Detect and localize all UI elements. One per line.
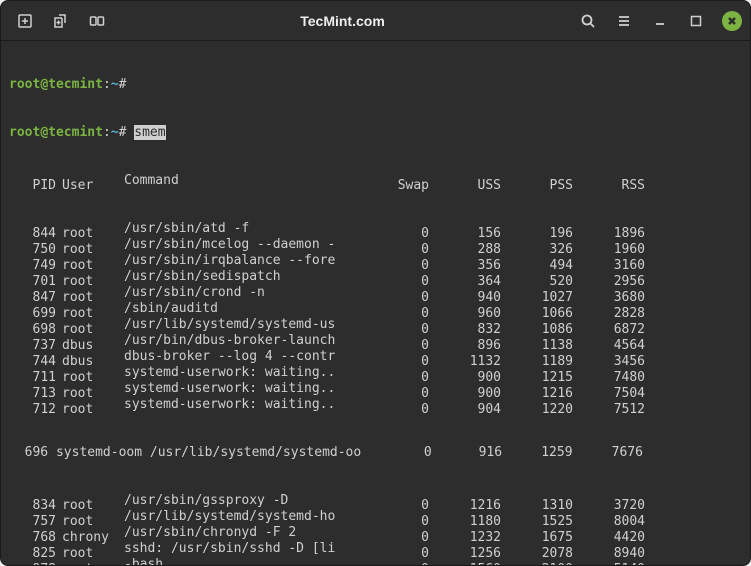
cell-pss: 1220: [501, 402, 573, 418]
cell-command: /usr/sbin/crond -n: [124, 285, 369, 301]
table-row: 757root/usr/lib/systemd/systemd-ho011801…: [9, 509, 742, 525]
titlebar: TecMint.com: [1, 1, 750, 41]
table-row: 750root/usr/sbin/mcelog --daemon -028832…: [9, 237, 742, 253]
terminal-window: TecMint.com root@tecmint:~# root@tecmint…: [0, 0, 751, 566]
cell-rss: 5140: [573, 562, 645, 565]
table-row: 744dbusdbus-broker --log 4 --contr011321…: [9, 349, 742, 365]
table-row: 825rootsshd: /usr/sbin/sshd -D [li012562…: [9, 541, 742, 557]
window-title: TecMint.com: [113, 13, 572, 29]
table-row: 712rootsystemd-userwork: waiting..090412…: [9, 397, 742, 413]
close-button[interactable]: [722, 11, 742, 31]
cell-command: /usr/lib/systemd/systemd-ho: [124, 509, 369, 525]
col-rss: RSS: [573, 178, 645, 194]
table-row: 699root/sbin/auditd096010662828: [9, 301, 742, 317]
table-rows-bottom: 834root/usr/sbin/gssproxy -D012161310372…: [9, 493, 742, 565]
cell-command: systemd-userwork: waiting..: [124, 365, 369, 381]
table-row: 844root/usr/sbin/atd -f01561961896: [9, 221, 742, 237]
cell-pss: 2100: [501, 562, 573, 565]
col-user: User: [56, 178, 124, 194]
prompt-line-2: root@tecmint:~# smem: [9, 125, 742, 141]
cell-command: -bash: [124, 557, 369, 565]
table-row: 701root/usr/sbin/sedispatch03645202956: [9, 269, 742, 285]
cell-command: /usr/sbin/gssproxy -D: [124, 493, 369, 509]
cell-pid: 712: [9, 402, 56, 418]
titlebar-left-group: [9, 5, 113, 37]
prompt-user: root: [9, 77, 40, 92]
table-row: 711rootsystemd-userwork: waiting..090012…: [9, 365, 742, 381]
cell-pid: 978: [9, 562, 56, 565]
column-header-row: PIDUserCommandSwapUSSPSSRSS: [9, 173, 742, 189]
new-window-button[interactable]: [45, 5, 77, 37]
typed-command: smem: [134, 125, 165, 140]
cell-command: systemd-userwork: waiting..: [124, 397, 369, 413]
new-tab-button[interactable]: [9, 5, 41, 37]
table-row: 713rootsystemd-userwork: waiting..090012…: [9, 381, 742, 397]
prompt-symbol: #: [119, 77, 127, 92]
cell-command: /usr/lib/systemd/systemd-us: [124, 317, 369, 333]
minimize-button[interactable]: [644, 5, 676, 37]
col-uss: USS: [429, 178, 501, 194]
table-row: 847root/usr/sbin/crond -n094010273680: [9, 285, 742, 301]
cell-user: root: [56, 562, 124, 565]
terminal-body[interactable]: root@tecmint:~# root@tecmint:~# smem PID…: [1, 41, 750, 565]
menu-button[interactable]: [608, 5, 640, 37]
cell-swap: 0: [369, 562, 429, 565]
cell-rss: 7512: [573, 402, 645, 418]
col-command: Command: [124, 173, 369, 189]
cell-user: root: [56, 402, 124, 418]
cell-command: dbus-broker --log 4 --contr: [124, 349, 369, 365]
table-rows-top: 844root/usr/sbin/atd -f01561961896750roo…: [9, 221, 742, 413]
cell-swap: 0: [369, 402, 429, 418]
table-row: 749root/usr/sbin/irqbalance --fore035649…: [9, 253, 742, 269]
cell-uss: 904: [429, 402, 501, 418]
col-pss: PSS: [501, 178, 573, 194]
prompt-line-1: root@tecmint:~#: [9, 77, 742, 93]
cell-command: /usr/sbin/sedispatch: [124, 269, 369, 285]
cell-command: /usr/sbin/chronyd -F 2: [124, 525, 369, 541]
prompt-host: tecmint: [48, 77, 103, 92]
maximize-button[interactable]: [680, 5, 712, 37]
search-button[interactable]: [572, 5, 604, 37]
cell-command: systemd-userwork: waiting..: [124, 381, 369, 397]
table-row: 737dbus/usr/bin/dbus-broker-launch089611…: [9, 333, 742, 349]
cell-command: sshd: /usr/sbin/sshd -D [li: [124, 541, 369, 557]
table-row: 834root/usr/sbin/gssproxy -D012161310372…: [9, 493, 742, 509]
col-pid: PID: [9, 178, 56, 194]
table-row: 698root/usr/lib/systemd/systemd-us083210…: [9, 317, 742, 333]
cell-command: /usr/sbin/mcelog --daemon -: [124, 237, 369, 253]
cell-command: /usr/sbin/irqbalance --fore: [124, 253, 369, 269]
col-swap: Swap: [369, 178, 429, 194]
prompt-path: ~: [111, 77, 119, 92]
cell-command: /sbin/auditd: [124, 301, 369, 317]
cell-command: /usr/bin/dbus-broker-launch: [124, 333, 369, 349]
cell-uss: 1560: [429, 562, 501, 565]
table-row: 768chrony/usr/sbin/chronyd -F 2012321675…: [9, 525, 742, 541]
table-row: 978root-bash0156021005140: [9, 557, 742, 565]
special-row: 696 systemd-oom /usr/lib/systemd/systemd…: [9, 445, 742, 461]
titlebar-right-group: [572, 5, 742, 37]
cell-command: /usr/sbin/atd -f: [124, 221, 369, 237]
split-button[interactable]: [81, 5, 113, 37]
